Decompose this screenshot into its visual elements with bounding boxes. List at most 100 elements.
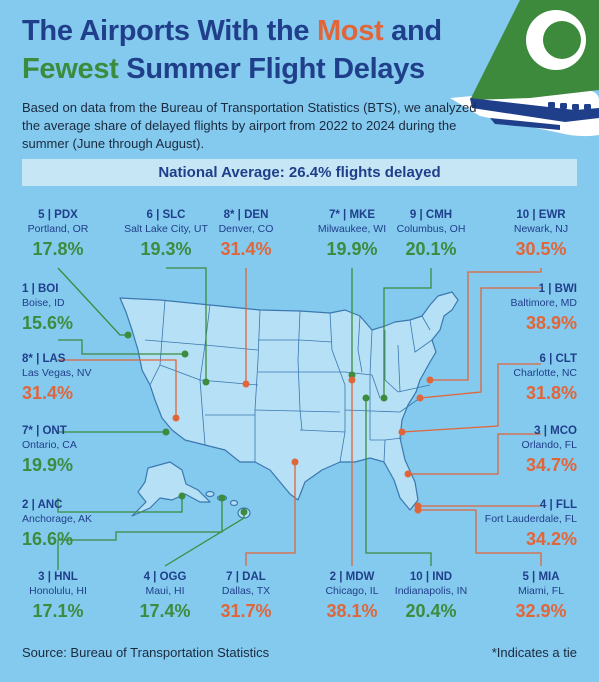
dot-mdw bbox=[348, 376, 356, 384]
source-text: Source: Bureau of Transportation Statist… bbox=[22, 645, 270, 660]
dot-clt bbox=[398, 428, 406, 436]
airport-mia: 5 | MIA Miami, FL 32.9% bbox=[486, 570, 596, 624]
airport-city: Boise, ID bbox=[22, 297, 65, 309]
airport-dal: 7 | DAL Dallas, TX 31.7% bbox=[191, 570, 301, 624]
airport-city: Milwaukee, WI bbox=[317, 223, 387, 235]
title-prefix: The Airports With the bbox=[22, 15, 317, 47]
airport-code: 6 | SLC bbox=[146, 209, 186, 221]
title-line-1: The Airports With the Most and bbox=[22, 14, 442, 48]
airport-city: Honolulu, HI bbox=[29, 585, 87, 597]
national-average-banner: National Average: 26.4% flights delayed bbox=[22, 159, 577, 186]
connector-ogg bbox=[164, 512, 245, 567]
airport-pct: 31.4% bbox=[22, 383, 74, 403]
airport-city: Ontario, CA bbox=[22, 439, 77, 451]
airport-ind: 10 | IND Indianapolis, IN 20.4% bbox=[376, 570, 486, 624]
airport-pct: 20.4% bbox=[405, 601, 457, 621]
dot-bwi bbox=[416, 394, 424, 402]
dot-mco bbox=[404, 470, 412, 478]
airport-pct: 34.7% bbox=[525, 455, 577, 475]
airport-ewr: 10 | EWR Newark, NJ 30.5% bbox=[486, 208, 596, 262]
airport-ont: 7* | ONT Ontario, CA 19.9% bbox=[22, 424, 132, 478]
airport-pdx: 5 | PDX Portland, OR 17.8% bbox=[3, 208, 113, 262]
connector-ewr bbox=[430, 268, 542, 381]
airport-hnl: 3 | HNL Honolulu, HI 17.1% bbox=[3, 570, 113, 624]
airport-city: Chicago, IL bbox=[325, 585, 379, 597]
alaska-map bbox=[131, 461, 211, 517]
airport-pct: 30.5% bbox=[515, 239, 567, 259]
dot-boi bbox=[181, 350, 189, 358]
airport-fll: 4 | FLL Fort Lauderdale, FL 34.2% bbox=[467, 498, 577, 552]
dot-dal bbox=[291, 458, 299, 466]
connector-boi bbox=[58, 339, 185, 355]
airport-pct: 15.6% bbox=[22, 313, 74, 333]
airport-city: Maui, HI bbox=[145, 585, 185, 597]
connector-bwi bbox=[419, 287, 541, 399]
airport-city: Baltimore, MD bbox=[510, 297, 577, 309]
airport-city: Anchorage, AK bbox=[22, 513, 93, 525]
airport-code: 9 | CMH bbox=[409, 209, 453, 221]
dot-cmh bbox=[380, 394, 388, 402]
airport-anc: 2 | ANC Anchorage, AK 16.6% bbox=[22, 498, 132, 552]
dot-ogg bbox=[240, 508, 248, 516]
connector-mco bbox=[408, 433, 541, 475]
airport-city: Newark, NJ bbox=[513, 223, 569, 235]
dot-pdx bbox=[124, 331, 132, 339]
airport-pct: 38.9% bbox=[525, 313, 577, 333]
airport-code: 1 | BWI bbox=[538, 283, 577, 295]
connector-clt bbox=[401, 363, 541, 433]
connector-hnl bbox=[57, 498, 223, 570]
airport-code: 7 | DAL bbox=[226, 571, 266, 583]
airport-slc: 6 | SLC Salt Lake City, UT 19.3% bbox=[111, 208, 221, 262]
dot-hnl bbox=[218, 494, 226, 502]
airport-code: 10 | EWR bbox=[516, 209, 566, 221]
dot-anc bbox=[178, 492, 186, 500]
dot-ewr bbox=[426, 376, 434, 384]
airport-city: Fort Lauderdale, FL bbox=[484, 513, 577, 525]
airport-mco: 3 | MCO Orlando, FL 34.7% bbox=[467, 424, 577, 478]
airport-clt: 6 | CLT Charlotte, NC 31.8% bbox=[467, 352, 577, 406]
title-and: and bbox=[383, 15, 442, 47]
title-rest: Summer Flight Delays bbox=[118, 53, 425, 85]
dot-mia bbox=[414, 506, 422, 514]
airport-pct: 17.8% bbox=[32, 239, 84, 259]
dot-den bbox=[242, 380, 250, 388]
airport-dots bbox=[124, 331, 434, 516]
airport-city: Charlotte, NC bbox=[513, 367, 577, 379]
title-fewest: Fewest bbox=[22, 53, 119, 85]
airport-mke: 7* | MKE Milwaukee, WI 19.9% bbox=[297, 208, 407, 262]
airport-code: 10 | IND bbox=[409, 571, 453, 583]
airport-pct: 17.4% bbox=[139, 601, 191, 621]
airport-pct: 31.8% bbox=[525, 383, 577, 403]
airport-pct: 17.1% bbox=[32, 601, 84, 621]
airport-city: Dallas, TX bbox=[221, 585, 271, 597]
airplane-icon bbox=[450, 0, 599, 137]
airport-code: 2 | MDW bbox=[329, 571, 375, 583]
airport-code: 8* | LAS bbox=[22, 353, 66, 365]
airport-pct: 19.3% bbox=[140, 239, 192, 259]
footnote-text: *Indicates a tie bbox=[491, 645, 577, 660]
airport-city: Denver, CO bbox=[218, 223, 274, 235]
connector-mia bbox=[418, 509, 542, 566]
airport-pct: 16.6% bbox=[22, 529, 74, 549]
airport-code: 3 | MCO bbox=[534, 425, 577, 437]
connector-las bbox=[58, 359, 177, 418]
airport-pct: 31.7% bbox=[220, 601, 272, 621]
intro-text: Based on data from the Bureau of Transpo… bbox=[22, 100, 477, 151]
airport-code: 1 | BOI bbox=[22, 283, 59, 295]
national-average-text: National Average: 26.4% flights delayed bbox=[158, 164, 441, 181]
airport-city: Las Vegas, NV bbox=[22, 367, 92, 379]
airport-code: 2 | ANC bbox=[22, 499, 63, 511]
airport-code: 5 | PDX bbox=[38, 209, 78, 221]
airport-code: 7* | ONT bbox=[22, 425, 67, 437]
airport-pct: 20.1% bbox=[405, 239, 457, 259]
airport-pct: 31.4% bbox=[220, 239, 272, 259]
airport-pct: 34.2% bbox=[525, 529, 577, 549]
dot-las bbox=[172, 414, 180, 422]
connector-anc bbox=[57, 496, 183, 513]
airport-pct: 38.1% bbox=[326, 601, 378, 621]
state-borders bbox=[144, 299, 433, 463]
title-line-2: Fewest Summer Flight Delays bbox=[22, 52, 425, 86]
airport-city: Columbus, OH bbox=[396, 223, 466, 235]
